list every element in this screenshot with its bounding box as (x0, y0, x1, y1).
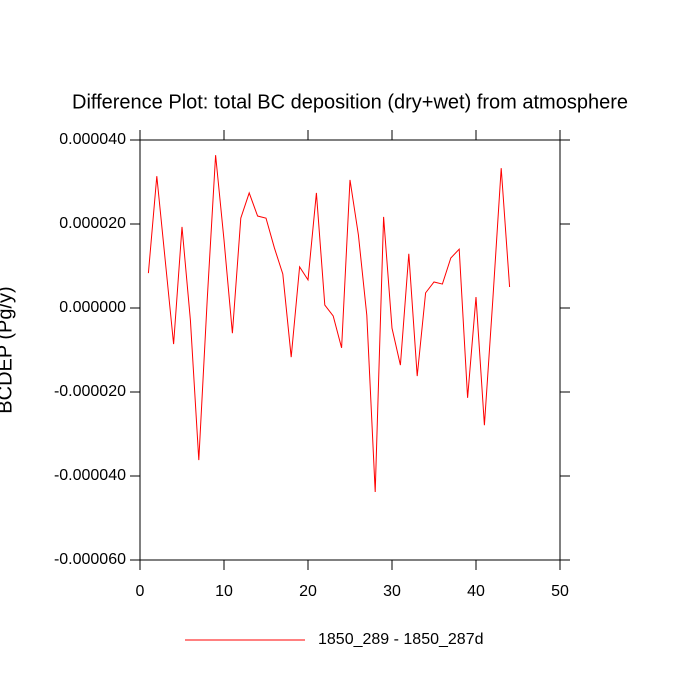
legend-label: 1850_289 - 1850_287d (318, 631, 484, 648)
y-tick-label: -0.000060 (54, 551, 126, 568)
x-tick-label: 40 (467, 583, 485, 600)
x-tick-label: 20 (299, 583, 317, 600)
x-tick-label: 10 (215, 583, 233, 600)
y-tick-label: -0.000020 (54, 383, 126, 400)
y-tick-label: 0.000040 (59, 131, 126, 148)
data-line (147, 155, 511, 492)
x-tick-label: 0 (136, 583, 145, 600)
y-axis-label: BCDEP (Pg/y) (0, 286, 16, 413)
x-tick-label: 50 (551, 583, 569, 600)
y-tick-label: -0.000040 (54, 467, 126, 484)
x-tick-label: 30 (383, 583, 401, 600)
chart-title: Difference Plot: total BC deposition (dr… (72, 91, 628, 113)
y-tick-label: 0.000000 (59, 299, 126, 316)
plot-frame (139, 139, 561, 561)
y-tick-label: 0.000020 (59, 215, 126, 232)
